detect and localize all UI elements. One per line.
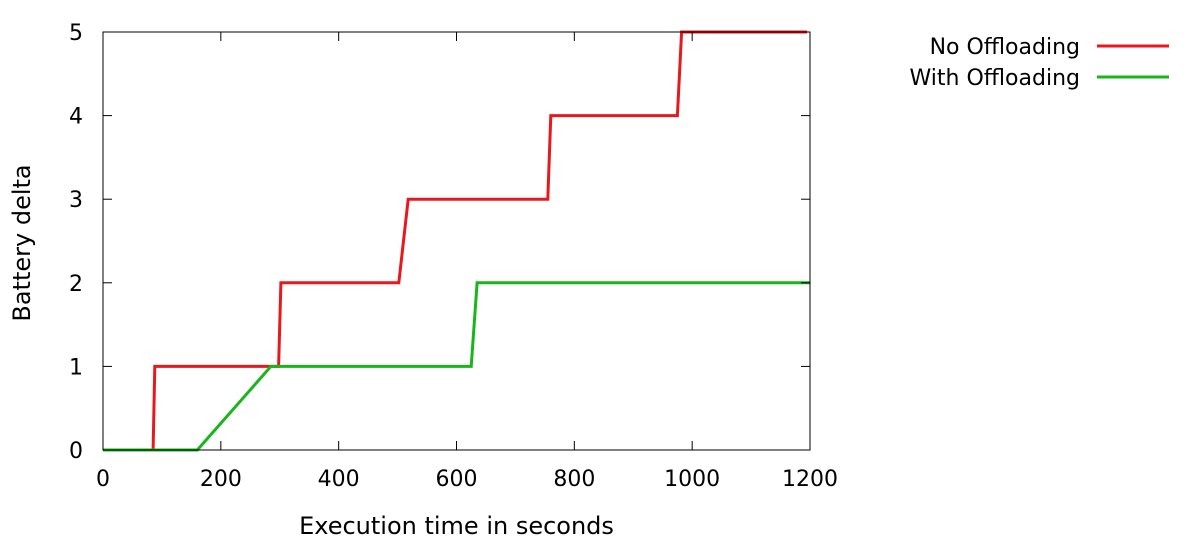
legend-label-1: No Offloading xyxy=(930,35,1080,60)
y-tick-label: 2 xyxy=(69,272,83,297)
x-axis-label: Execution time in seconds xyxy=(299,512,614,540)
series-line-1 xyxy=(103,30,808,452)
x-tick-label: 400 xyxy=(318,467,360,492)
tick-layer: 0 200 400 600 800 1000 1200 0 1 2 3 4 5 xyxy=(69,21,838,492)
legend-label-2: With Offloading xyxy=(910,66,1080,91)
series-layer xyxy=(103,30,810,452)
x-tick-label: 1000 xyxy=(664,467,720,492)
x-tick-label: 200 xyxy=(200,467,242,492)
y-tick-label: 1 xyxy=(69,355,83,380)
y-tick-label: 0 xyxy=(69,439,83,464)
legend: No Offloading With Offloading xyxy=(910,35,1169,91)
y-tick-label: 3 xyxy=(69,188,83,213)
x-tick-label: 800 xyxy=(553,467,595,492)
y-tick-label: 4 xyxy=(69,105,83,130)
x-tick-label: 0 xyxy=(96,467,110,492)
y-axis-label: Battery delta xyxy=(8,164,36,321)
plot-frame xyxy=(102,31,811,451)
x-tick-label: 1200 xyxy=(782,467,838,492)
x-tick-label: 600 xyxy=(436,467,478,492)
y-tick-label: 5 xyxy=(69,21,83,46)
